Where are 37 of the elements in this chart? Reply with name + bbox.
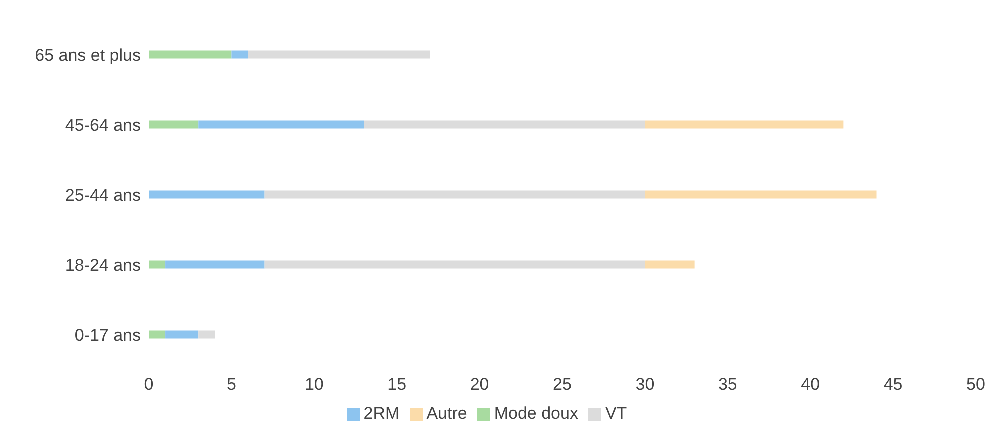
bar xyxy=(364,120,646,129)
bar xyxy=(198,120,364,129)
bar xyxy=(232,50,248,59)
x-tick-label: 20 xyxy=(470,375,490,394)
x-tick-label: 15 xyxy=(388,375,407,394)
legend-label: Mode doux xyxy=(494,404,578,423)
legend-label: Autre xyxy=(426,404,468,423)
bar xyxy=(198,330,216,339)
legend-label: 2RM xyxy=(364,404,400,423)
x-tick-label: 10 xyxy=(304,375,324,394)
bar xyxy=(248,50,430,59)
bar xyxy=(149,50,232,59)
bar xyxy=(149,260,166,269)
x-tick-label: 25 xyxy=(553,375,572,394)
bar xyxy=(149,330,166,339)
legend-label: VT xyxy=(605,404,628,423)
y-tick-label: 65 ans et plus xyxy=(35,46,141,66)
bar xyxy=(264,190,646,199)
x-tick-label: 35 xyxy=(718,375,738,394)
bar xyxy=(645,190,877,199)
bar xyxy=(166,330,199,339)
x-tick-label: 0 xyxy=(144,375,154,394)
bar xyxy=(645,120,844,129)
x-tick-label: 5 xyxy=(226,375,236,394)
bar xyxy=(166,260,265,269)
y-tick-label: 18-24 ans xyxy=(65,256,141,276)
x-tick-label: 40 xyxy=(801,375,820,394)
y-tick-label: 25-44 ans xyxy=(65,186,141,206)
x-tick-label: 45 xyxy=(884,375,903,394)
x-tick-label: 30 xyxy=(636,375,655,394)
bar xyxy=(645,260,695,269)
bar xyxy=(149,190,265,199)
y-tick-label: 0-17 ans xyxy=(74,326,141,346)
bar xyxy=(149,120,199,129)
bar xyxy=(264,260,646,269)
y-tick-label: 45-64 ans xyxy=(65,116,141,136)
x-tick-label: 50 xyxy=(966,375,986,394)
